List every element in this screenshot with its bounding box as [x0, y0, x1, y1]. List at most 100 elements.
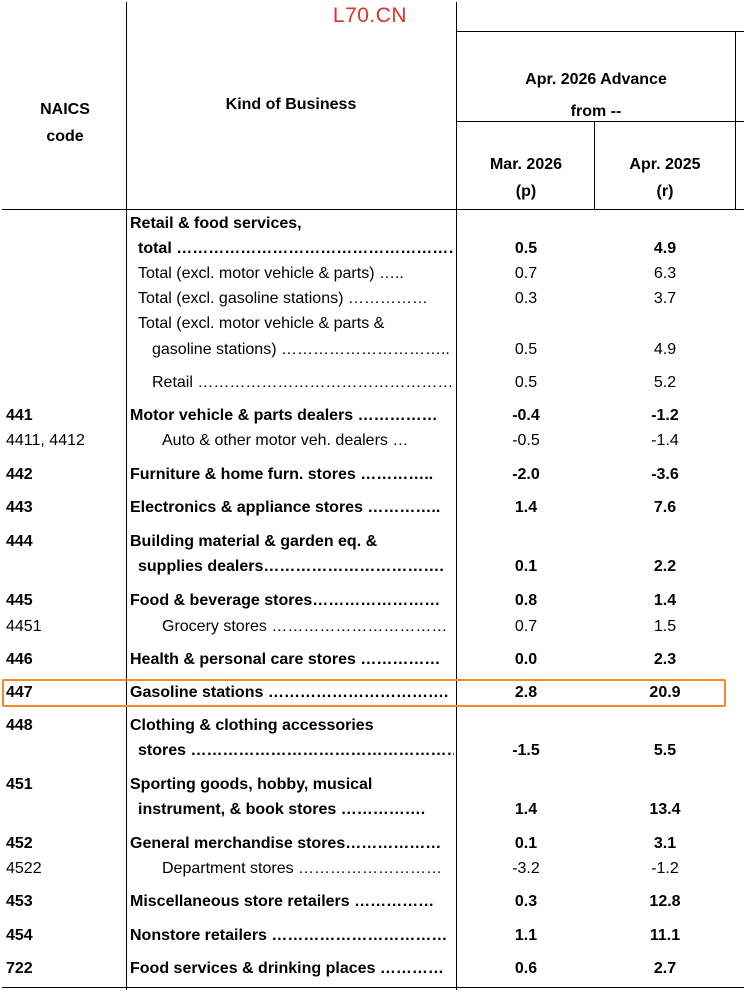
business-label: Clothing & clothing accessories	[130, 717, 374, 734]
business-label: Gasoline stations …………………………….	[130, 684, 449, 701]
business-label: Building material & garden eq. &	[130, 533, 378, 550]
business-label: Retail & food services,	[130, 215, 302, 232]
rule-header-bottom	[2, 209, 744, 210]
business-label: Total (excl. gasoline stations) ……………	[138, 290, 428, 307]
value-mar-2026: 0.5	[514, 341, 538, 358]
value-mar-2026: 0.3	[514, 893, 538, 910]
mar-2026-header-line1: Mar. 2026	[489, 156, 563, 173]
naics-code: 448	[6, 717, 33, 734]
value-mar-2026: -2.0	[512, 466, 540, 483]
business-label: Total (excl. motor vehicle & parts) …..	[138, 265, 404, 282]
value-mar-2026: -0.5	[512, 432, 540, 449]
business-label: Department stores ………………………	[162, 860, 443, 877]
business-label-cont: total ………………………………………………	[138, 240, 454, 257]
naics-header-line1: NAICS	[40, 101, 90, 118]
value-mar-2026: 0.1	[514, 835, 538, 852]
value-apr-2025: 1.5	[653, 618, 677, 635]
rule-top-right	[456, 31, 744, 32]
value-apr-2025: 6.3	[653, 265, 677, 282]
value-apr-2025: -1.2	[651, 407, 679, 424]
value-mar-2026: 0.5	[514, 240, 538, 257]
business-label: Motor vehicle & parts dealers ……………	[130, 407, 438, 424]
value-mar-2026: 0.3	[514, 290, 538, 307]
value-apr-2025: -1.2	[651, 860, 679, 877]
value-mar-2026: 0.6	[514, 960, 538, 977]
value-apr-2025: -3.6	[651, 466, 679, 483]
value-apr-2025: 7.6	[653, 499, 677, 516]
value-mar-2026: 2.8	[514, 684, 538, 701]
value-apr-2025: 2.2	[653, 558, 677, 575]
business-label: Furniture & home furn. stores …………..	[130, 466, 434, 483]
value-mar-2026: 0.7	[514, 265, 538, 282]
watermark-text: L70.CN	[332, 4, 408, 27]
business-label: Total (excl. motor vehicle & parts &	[138, 315, 385, 332]
naics-code: 4411, 4412	[6, 432, 85, 449]
business-label: Nonstore retailers ……………………………	[130, 927, 448, 944]
value-apr-2025: 2.3	[653, 651, 677, 668]
value-mar-2026: 1.4	[514, 801, 538, 818]
apr-2025-header: Apr. 2025 (r)	[598, 151, 732, 205]
business-label: Miscellaneous store retailers ……………	[130, 893, 435, 910]
mar-2026-header: Mar. 2026 (p)	[460, 151, 592, 205]
value-apr-2025: -1.4	[651, 432, 679, 449]
highlight-box	[2, 679, 726, 707]
divider-code-kind	[126, 2, 127, 990]
naics-code: 445	[6, 592, 33, 609]
naics-code: 454	[6, 927, 33, 944]
value-mar-2026: 0.1	[514, 558, 538, 575]
value-mar-2026: -3.2	[512, 860, 540, 877]
value-mar-2026: 0.8	[514, 592, 538, 609]
value-apr-2025: 3.7	[653, 290, 677, 307]
naics-code: 444	[6, 533, 33, 550]
value-apr-2025: 5.2	[653, 374, 677, 391]
value-apr-2025: 5.5	[653, 742, 677, 759]
value-apr-2025: 12.8	[649, 893, 681, 910]
divider-kind-values	[456, 2, 457, 990]
business-label: Sporting goods, hobby, musical	[130, 776, 373, 793]
rule-under-group	[456, 121, 744, 122]
naics-code: 441	[6, 407, 33, 424]
apr-2025-header-line2: (r)	[656, 183, 674, 200]
naics-code: 446	[6, 651, 33, 668]
business-label: Electronics & appliance stores …………..	[130, 499, 441, 516]
advance-group-header: Apr. 2026 Advance from --	[460, 64, 732, 128]
value-apr-2025: 4.9	[653, 341, 677, 358]
naics-code: 442	[6, 466, 33, 483]
business-label: Grocery stores ……………………………	[162, 618, 448, 635]
business-label-cont: instrument, & book stores …………….	[138, 801, 426, 818]
business-label-cont: stores ……………………………………………	[138, 742, 454, 759]
naics-code: 453	[6, 893, 33, 910]
value-mar-2026: -1.5	[512, 742, 540, 759]
value-mar-2026: 1.4	[514, 499, 538, 516]
business-label: General merchandise stores………………	[130, 835, 442, 852]
naics-header: NAICS code	[10, 96, 120, 150]
naics-code: 722	[6, 960, 33, 977]
value-apr-2025: 3.1	[653, 835, 677, 852]
business-label: Food & beverage stores……………………	[130, 592, 441, 609]
naics-code: 4451	[6, 618, 42, 635]
naics-code: 443	[6, 499, 33, 516]
value-mar-2026: -0.4	[512, 407, 540, 424]
naics-code: 452	[6, 835, 33, 852]
value-mar-2026: 0.0	[514, 651, 538, 668]
value-apr-2025: 1.4	[653, 592, 677, 609]
value-mar-2026: 1.1	[514, 927, 538, 944]
business-label-cont: supplies dealers…………………………….	[138, 558, 444, 575]
rule-table-bottom	[2, 987, 744, 988]
naics-code: 451	[6, 776, 33, 793]
business-label: Auto & other motor veh. dealers …	[162, 432, 409, 449]
business-label: Health & personal care stores ……………	[130, 651, 441, 668]
value-apr-2025: 13.4	[649, 801, 681, 818]
mar-2026-header-line2: (p)	[515, 183, 537, 200]
value-apr-2025: 11.1	[649, 927, 681, 944]
apr-2025-header-line1: Apr. 2025	[629, 156, 701, 173]
value-apr-2025: 2.7	[653, 960, 677, 977]
kind-of-business-header: Kind of Business	[225, 96, 357, 113]
value-mar-2026: 0.7	[514, 618, 538, 635]
value-mar-2026: 0.5	[514, 374, 538, 391]
naics-code: 4522	[6, 860, 42, 877]
naics-code: 447	[6, 684, 33, 701]
divider-col1-col2	[594, 121, 595, 210]
value-apr-2025: 4.9	[653, 240, 677, 257]
business-label: Retail ……………………………………………..	[152, 374, 454, 391]
